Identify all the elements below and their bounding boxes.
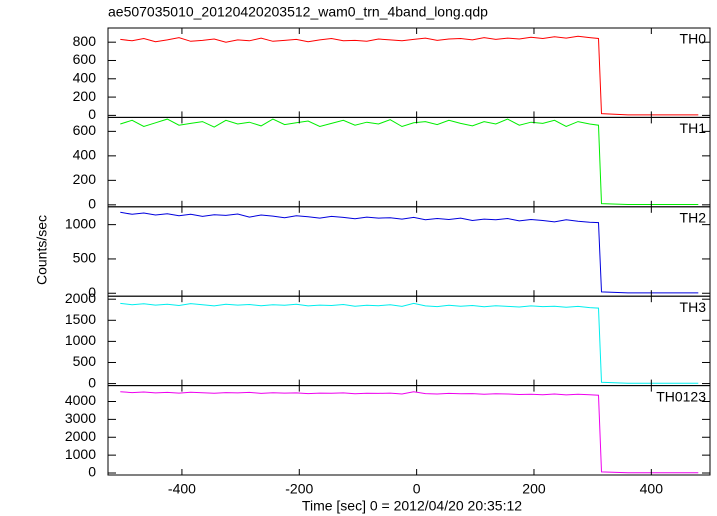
y-tick-label: 4000 xyxy=(65,392,96,408)
y-tick-label: 1000 xyxy=(65,332,96,348)
chart-title: ae507035010_20120420203512_wam0_trn_4ban… xyxy=(108,4,488,20)
series-label: TH2 xyxy=(680,210,707,226)
x-tick-label: 0 xyxy=(413,481,421,497)
y-tick-label: 1000 xyxy=(65,446,96,462)
series-label: TH3 xyxy=(680,299,707,315)
y-tick-label: 200 xyxy=(73,171,97,187)
y-tick-label: 1000 xyxy=(65,215,96,231)
panel-frame xyxy=(107,116,711,208)
y-tick-label: 600 xyxy=(73,51,97,67)
light-curve xyxy=(120,35,699,116)
y-tick-label: 0 xyxy=(88,374,96,390)
light-curve xyxy=(120,118,699,205)
y-tick-label: 0 xyxy=(88,196,96,212)
x-tick-label: -400 xyxy=(168,481,196,497)
y-tick-label: 3000 xyxy=(65,410,96,426)
light-curve xyxy=(120,391,699,474)
series-label: TH0 xyxy=(680,31,707,47)
y-tick-label: 1500 xyxy=(65,311,96,327)
y-tick-label: 600 xyxy=(73,122,97,138)
panel-frame xyxy=(107,385,711,476)
panel-frame xyxy=(107,27,711,118)
x-axis-label: Time [sec] 0 = 2012/04/20 20:35:12 xyxy=(302,498,522,514)
y-tick-label: 2000 xyxy=(65,290,96,306)
light-curve xyxy=(120,302,699,384)
y-tick-label: 0 xyxy=(88,106,96,122)
light-curve xyxy=(120,211,699,294)
y-tick-label: 2000 xyxy=(65,428,96,444)
x-tick-label: 200 xyxy=(522,481,546,497)
y-tick-label: 0 xyxy=(88,284,96,300)
series-label: TH0123 xyxy=(656,388,706,404)
y-tick-label: 500 xyxy=(73,250,97,266)
y-tick-label: 0 xyxy=(88,464,96,480)
y-tick-label: 400 xyxy=(73,69,97,85)
y-tick-label: 800 xyxy=(73,33,97,49)
series-label: TH1 xyxy=(680,120,707,136)
x-tick-label: -200 xyxy=(285,481,313,497)
panel-frame xyxy=(107,295,711,387)
y-tick-label: 500 xyxy=(73,353,97,369)
y-tick-label: 400 xyxy=(73,147,97,163)
y-axis-label: Counts/sec xyxy=(34,215,50,285)
y-tick-label: 200 xyxy=(73,88,97,104)
x-tick-label: 400 xyxy=(640,481,664,497)
panel-frame xyxy=(107,206,711,297)
